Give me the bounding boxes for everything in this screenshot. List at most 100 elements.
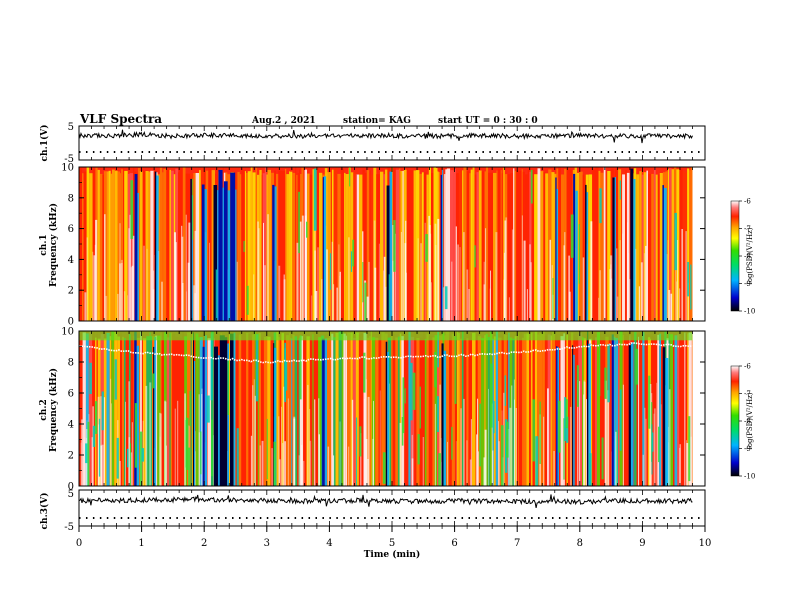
spectrogram-fade	[641, 262, 643, 321]
spectrogram-green-patch	[284, 348, 286, 402]
spectrogram-fade	[690, 437, 691, 486]
spectrogram-green-patch	[362, 262, 363, 302]
spectrogram-fade	[447, 442, 448, 486]
spectrogram-stripe	[395, 338, 398, 487]
waveform-marker	[517, 151, 519, 153]
spectrogram-fade	[282, 443, 283, 486]
spectrogram-fade	[255, 396, 256, 486]
spectrogram-stripe	[625, 170, 627, 321]
spectrogram-green-patch	[152, 374, 154, 389]
spectrogram-stripe	[606, 174, 608, 321]
spectrogram-stripe	[290, 172, 292, 321]
chart-title: VLF Spectra	[79, 112, 162, 126]
spectrogram-dark-column	[214, 347, 218, 502]
spectrogram-dark-column	[224, 181, 228, 335]
spectrogram-stripe	[422, 172, 424, 321]
spectrogram-green-patch	[363, 353, 365, 393]
time-tick-label: 5	[389, 538, 395, 549]
waveform-marker	[302, 151, 304, 153]
spectrogram-green-patch	[95, 401, 97, 434]
waveform-marker	[322, 151, 324, 153]
spectrogram-dark-column	[556, 346, 557, 501]
spectrogram-fade	[418, 238, 419, 321]
spectrogram-stripe	[344, 173, 346, 321]
spectrogram-stripe	[399, 169, 400, 321]
spectrogram-stripe	[670, 334, 673, 486]
waveform-marker	[176, 151, 178, 153]
waveform-marker	[580, 517, 582, 519]
spectrogram-fade	[623, 385, 624, 486]
spectrogram-green-patch	[314, 169, 317, 231]
spectrogram-green-patch	[445, 286, 448, 309]
spectrogram-stripe	[411, 170, 414, 321]
ch2-colorbar: -6-7-8-9-10 log(PSD)(V²/Hz)	[731, 363, 755, 481]
spectrogram-cyan-column	[205, 189, 207, 343]
waveform-marker	[295, 151, 297, 153]
waveform-marker	[142, 517, 144, 519]
time-tick-label: 6	[451, 538, 457, 549]
waveform-marker	[281, 517, 283, 519]
spectrogram-fade	[599, 270, 601, 321]
spectrogram-stripe	[561, 336, 564, 486]
spectrogram-fade	[570, 407, 572, 486]
spectrogram-fade	[583, 257, 585, 321]
spectrogram-fade	[468, 289, 470, 321]
spectrogram-fade	[435, 224, 437, 321]
spectrogram-fade	[456, 226, 457, 321]
spectrogram-green-patch	[620, 390, 622, 451]
spectrogram-green-patch	[437, 396, 439, 432]
spectrogram-fade	[679, 288, 680, 321]
spectrogram-stripe	[276, 332, 278, 486]
colorbar-tick-label: -10	[744, 473, 755, 481]
spectrogram-stripe	[534, 174, 537, 321]
waveform-marker	[469, 517, 471, 519]
spectrogram-fade	[202, 389, 203, 486]
spectrogram-fade	[278, 266, 280, 321]
waveform-marker	[448, 151, 450, 153]
spectrogram-fade	[302, 216, 304, 321]
waveform-marker	[135, 151, 137, 153]
spectrogram-fade	[299, 455, 300, 486]
spectrogram-cyan-column	[557, 189, 558, 343]
spectrogram-stripe	[531, 333, 533, 487]
spectrogram-fade	[110, 379, 111, 486]
spectrogram-stripe	[328, 172, 331, 321]
spectrogram-green-patch	[501, 425, 504, 493]
waveform-marker	[128, 151, 130, 153]
spectrogram-stripe	[580, 333, 582, 486]
spectrogram-green-patch	[558, 401, 561, 453]
spectrogram-stripe	[522, 338, 524, 486]
spectrogram-green-patch	[99, 419, 100, 477]
spectrogram-stripe	[171, 333, 172, 486]
spectrogram-stripe	[371, 175, 374, 321]
waveform-marker	[496, 151, 498, 153]
colorbar-tick-label: -6	[744, 198, 751, 206]
spectrogram-stripe	[624, 333, 627, 486]
ch1-ylabel: ch.1(V)	[39, 125, 50, 162]
spectrogram-fade	[654, 414, 655, 486]
spectrogram-stripe	[111, 174, 112, 321]
spectrogram-green-patch	[247, 286, 249, 315]
spectrogram-fade	[686, 443, 688, 486]
spectrogram-stripe	[545, 173, 548, 321]
spectrogram-fade	[293, 417, 295, 486]
spectrogram-stripe	[376, 174, 377, 321]
spectrogram-green-patch	[434, 352, 436, 387]
ch2-spectrogram-image	[79, 331, 705, 516]
spectrogram-fade	[509, 297, 510, 321]
spectrogram-stripe	[239, 335, 242, 487]
spectrogram-fade	[199, 394, 200, 486]
waveform-marker	[378, 517, 380, 519]
spectrogram-cyan-column	[154, 337, 156, 492]
spectrogram-dark-column	[663, 347, 666, 502]
spectrogram-cyan-column	[615, 177, 616, 331]
spectrogram-stripe	[169, 333, 170, 486]
waveform-marker	[635, 151, 637, 153]
spectrogram-stripe	[658, 175, 660, 321]
time-tick-label: 1	[138, 538, 144, 549]
vlf-spectra-figure: VLF Spectra Aug.2 , 2021 station= KAG st…	[0, 0, 792, 612]
waveform-marker	[517, 517, 519, 519]
waveform-marker	[142, 151, 144, 153]
waveform-marker	[545, 151, 547, 153]
spectrogram-stripe	[346, 174, 349, 321]
